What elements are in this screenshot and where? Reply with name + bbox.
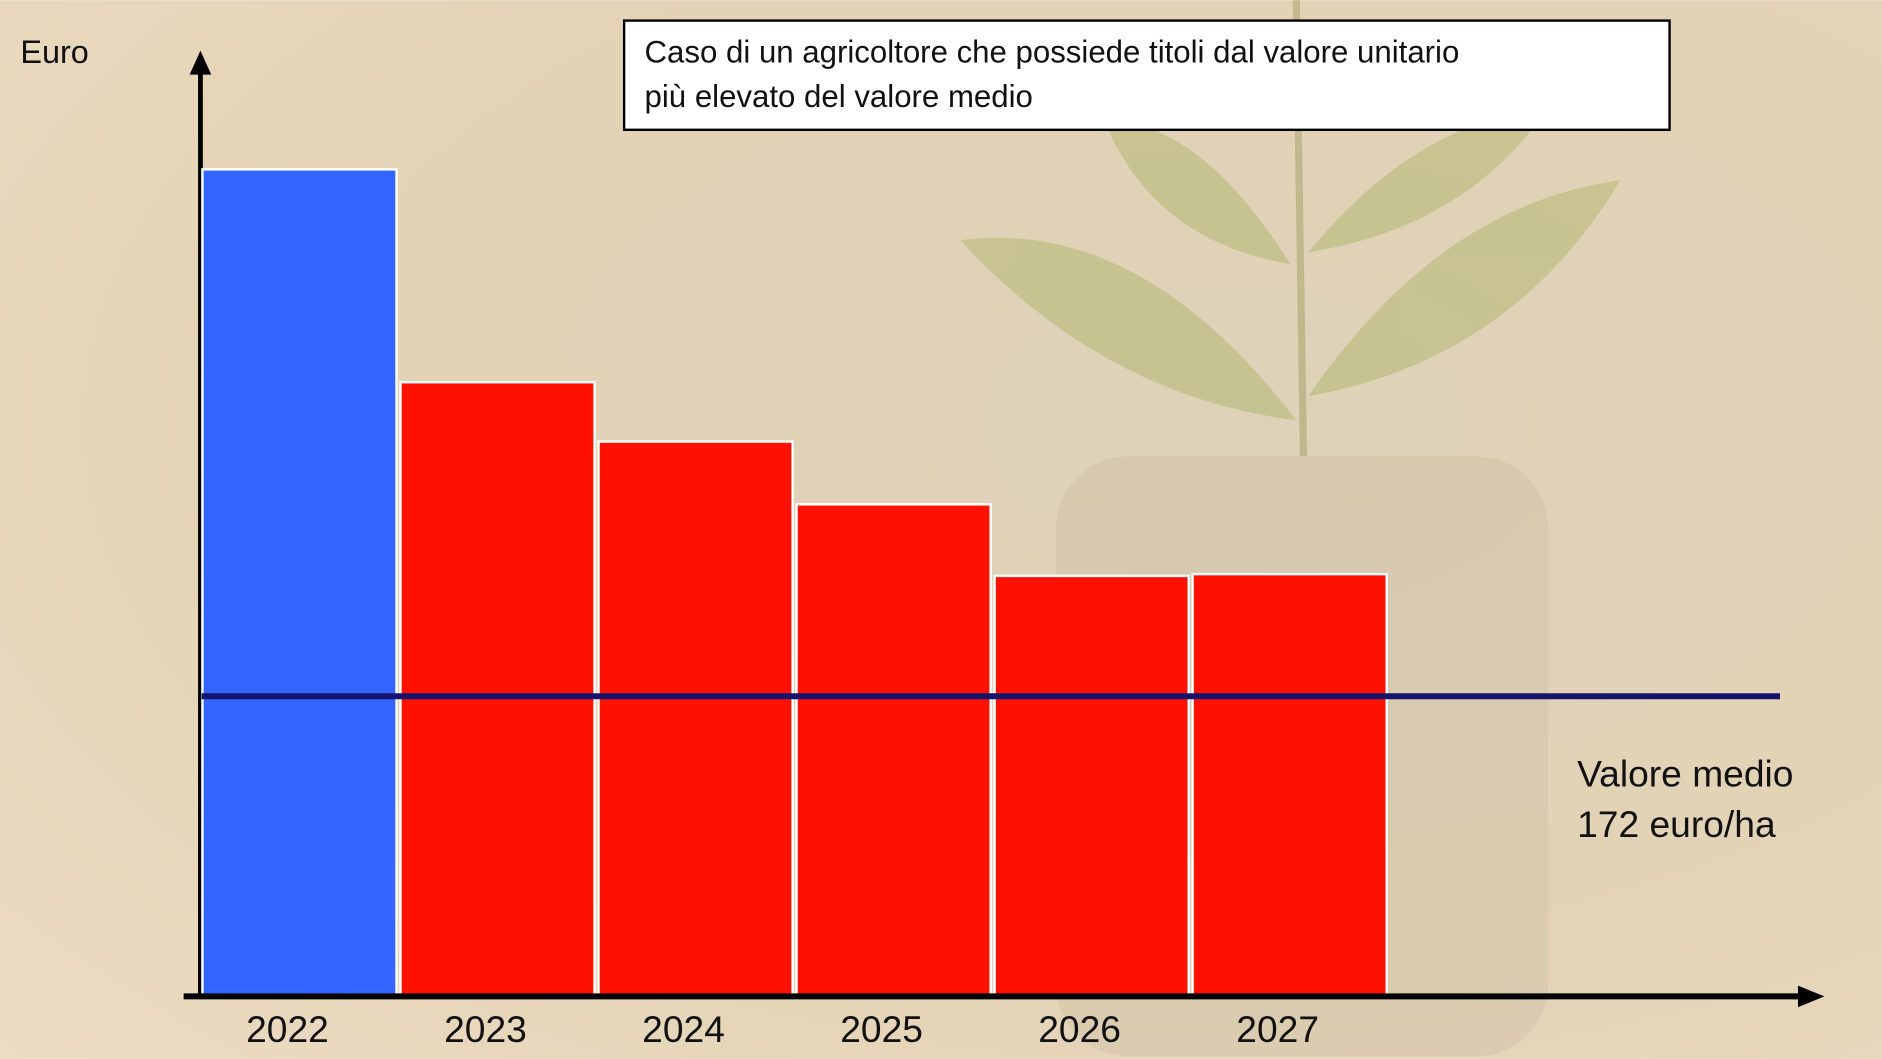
bar [795, 503, 992, 998]
x-tick-label: 2024 [642, 1008, 725, 1050]
x-axis-arrow [1797, 985, 1825, 1008]
annotation-box [622, 19, 1671, 132]
y-axis-label: Euro [20, 34, 88, 70]
x-tick-label: 2027 [1236, 1008, 1319, 1050]
reference-label: 172 euro/ha [1577, 803, 1776, 845]
bar [993, 574, 1190, 998]
x-tick-label: 2026 [1038, 1008, 1121, 1050]
bar [201, 168, 398, 998]
bar [597, 440, 794, 998]
y-axis-arrow [189, 50, 212, 75]
annotation: più elevato del valore medio [645, 79, 1033, 114]
x-tick-label: 2025 [840, 1008, 923, 1050]
reference-label: Valore medio [1577, 753, 1793, 795]
annotation: Caso di un agricoltore che possiede tito… [645, 34, 1460, 69]
x-tick-label: 2022 [246, 1008, 329, 1050]
bar [399, 381, 596, 998]
x-tick-label: 2023 [444, 1008, 527, 1050]
bar [1191, 572, 1388, 998]
